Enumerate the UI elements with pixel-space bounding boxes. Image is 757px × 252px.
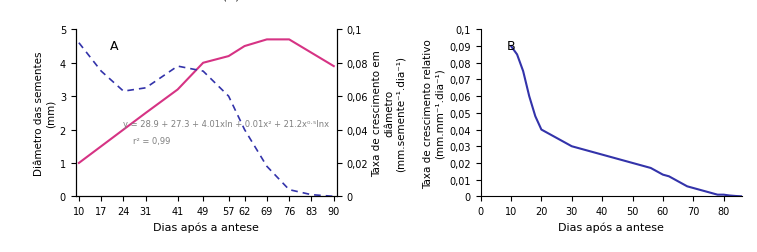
X-axis label: Dias após a antese: Dias após a antese	[154, 222, 259, 232]
Text: A: A	[110, 40, 118, 53]
Y-axis label: Taxa de crescimento relativo
(mm.mm⁻¹.dia⁻¹): Taxa de crescimento relativo (mm.mm⁻¹.di…	[423, 39, 445, 188]
Legend: Diâmetro, Taxa de crescimento d(w): Diâmetro, Taxa de crescimento d(w)	[68, 0, 244, 6]
X-axis label: Dias após a antese: Dias após a antese	[559, 222, 664, 232]
Text: B: B	[506, 40, 516, 53]
Y-axis label: Taxa de crescimento em
diâmetro
(mm.semente⁻¹.dia⁻¹): Taxa de crescimento em diâmetro (mm.seme…	[372, 50, 406, 176]
Y-axis label: Diâmetro das sementes
(mm): Diâmetro das sementes (mm)	[34, 51, 55, 175]
Text: y = 28.9 + 27.3 + 4.01xln + 0.01x² + 21.2x⁰·⁵lnx: y = 28.9 + 27.3 + 4.01xln + 0.01x² + 21.…	[123, 120, 329, 129]
Text: r² = 0,99: r² = 0,99	[133, 136, 170, 145]
